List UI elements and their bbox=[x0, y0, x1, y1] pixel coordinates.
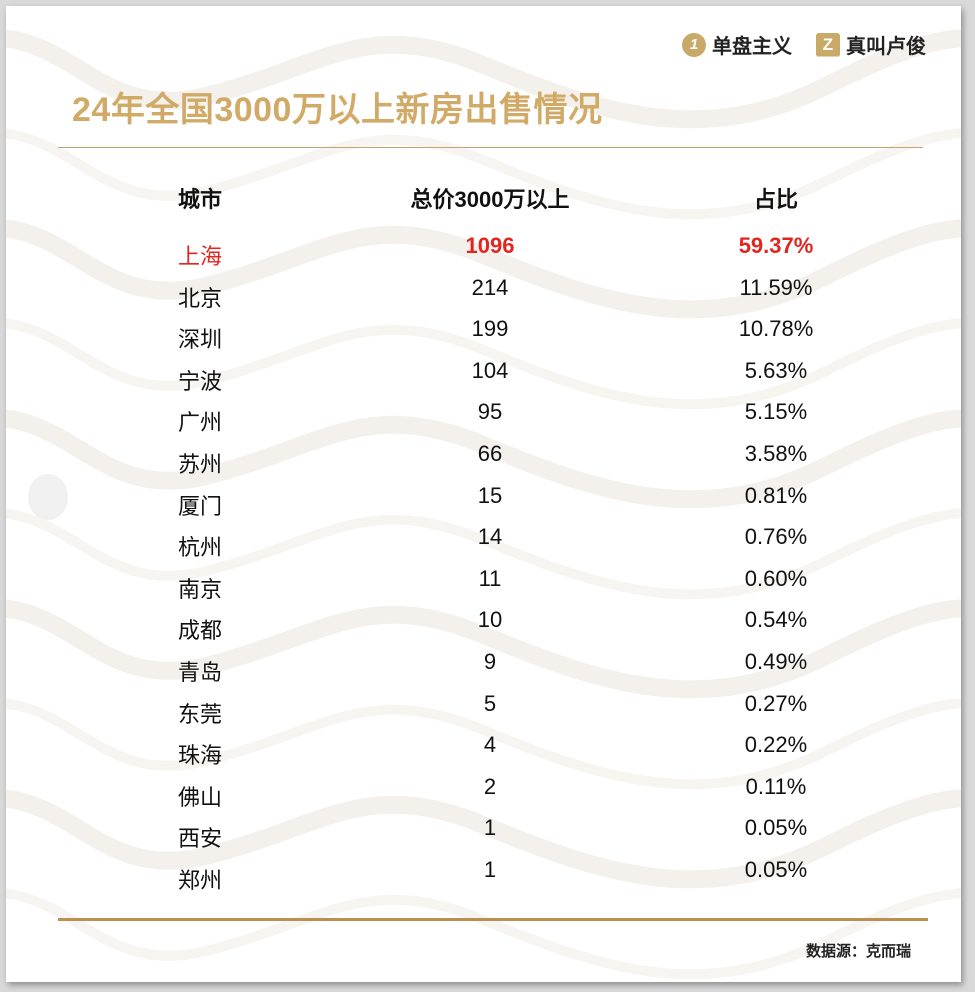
cell-city: 西安 bbox=[178, 827, 223, 853]
table-row: 南京 11 0.60% bbox=[6, 566, 961, 608]
cell-share: 5.63% bbox=[744, 357, 808, 383]
bottom-divider bbox=[58, 918, 928, 921]
cell-count: 10 bbox=[477, 607, 503, 633]
cell-share: 0.54% bbox=[744, 607, 808, 633]
cell-count: 4 bbox=[483, 732, 497, 758]
cell-share: 0.81% bbox=[744, 482, 808, 508]
cell-share: 0.11% bbox=[745, 773, 807, 799]
cell-city: 苏州 bbox=[178, 453, 223, 478]
table-row: 西安 1 0.05% bbox=[6, 815, 961, 857]
table-row: 郑州 1 0.05% bbox=[6, 857, 961, 899]
cell-city: 深圳 bbox=[178, 328, 223, 354]
brand-name: 单盘主义 bbox=[712, 36, 792, 58]
cell-city: 宁波 bbox=[178, 369, 223, 395]
cell-share: 59.37% bbox=[738, 233, 814, 258]
table-row: 北京 214 11.59% bbox=[6, 275, 961, 317]
table-row: 成都 10 0.54% bbox=[6, 607, 961, 649]
table-row: 深圳 199 10.78% bbox=[6, 316, 961, 358]
cell-count: 104 bbox=[471, 357, 509, 383]
cell-count: 1096 bbox=[465, 233, 515, 258]
drag-handle[interactable] bbox=[28, 474, 68, 520]
cell-city: 郑州 bbox=[178, 869, 223, 894]
brand-z-logo-icon: Z bbox=[816, 32, 840, 57]
cell-share: 0.05% bbox=[744, 815, 808, 841]
cell-count: 1 bbox=[483, 857, 497, 882]
table-row: 厦门 15 0.81% bbox=[6, 483, 961, 525]
brand-1-logo-icon: 1 bbox=[682, 32, 706, 57]
cell-city: 北京 bbox=[178, 286, 223, 312]
cell-city: 珠海 bbox=[178, 744, 223, 770]
cell-share: 0.76% bbox=[744, 524, 808, 550]
cell-share: 10.78% bbox=[738, 316, 814, 342]
cell-city: 广州 bbox=[178, 411, 223, 437]
cell-share: 5.15% bbox=[744, 399, 808, 425]
cell-share: 0.05% bbox=[744, 857, 808, 882]
cell-share: 11.59% bbox=[739, 274, 813, 300]
cell-count: 2 bbox=[483, 773, 497, 799]
cell-count: 199 bbox=[471, 316, 509, 342]
column-header-city: 城市 bbox=[178, 187, 223, 212]
table-row: 珠海 4 0.22% bbox=[6, 732, 961, 774]
cell-share: 0.60% bbox=[744, 565, 808, 591]
cell-city: 东莞 bbox=[178, 702, 223, 728]
table-row: 上海 1096 59.37% bbox=[6, 233, 961, 275]
cell-count: 14 bbox=[477, 524, 503, 550]
brand-zhenjiaolujun: Z 真叫卢俊 bbox=[816, 30, 926, 59]
table-row: 广州 95 5.15% bbox=[6, 399, 961, 441]
table-row: 佛山 2 0.11% bbox=[6, 774, 961, 816]
top-divider bbox=[58, 147, 923, 148]
table-row: 青岛 9 0.49% bbox=[6, 649, 961, 691]
data-source-note: 数据源：克而瑞 bbox=[805, 943, 911, 960]
table-row: 宁波 104 5.63% bbox=[6, 358, 961, 400]
cell-count: 95 bbox=[477, 399, 503, 425]
cell-count: 1 bbox=[483, 815, 497, 841]
page-title: 24年全国3000万以上新房出售情况 bbox=[72, 91, 603, 129]
cell-city: 南京 bbox=[178, 577, 223, 603]
cell-count: 214 bbox=[471, 274, 509, 300]
cell-city: 厦门 bbox=[178, 494, 223, 520]
cell-city: 上海 bbox=[178, 245, 223, 270]
cell-city: 青岛 bbox=[178, 661, 223, 686]
cell-share: 0.22% bbox=[744, 732, 808, 758]
column-header-share: 占比 bbox=[753, 187, 798, 212]
table-row: 苏州 66 3.58% bbox=[6, 441, 961, 483]
cell-city: 佛山 bbox=[178, 785, 223, 811]
table-row: 杭州 14 0.76% bbox=[6, 524, 961, 566]
wave-background-pattern bbox=[6, 29, 961, 980]
brand-name: 真叫卢俊 bbox=[846, 36, 926, 58]
cell-count: 66 bbox=[477, 441, 503, 466]
cell-share: 0.49% bbox=[744, 649, 808, 674]
cell-city: 成都 bbox=[178, 619, 223, 645]
table-row: 东莞 5 0.27% bbox=[6, 691, 961, 733]
cell-share: 3.58% bbox=[744, 441, 808, 466]
brand-danpanzhuyi: 1 单盘主义 bbox=[682, 30, 792, 59]
column-header-count: 总价3000万以上 bbox=[410, 187, 570, 212]
cell-count: 11 bbox=[478, 565, 502, 591]
cell-count: 15 bbox=[477, 482, 503, 508]
infographic-card: 1 单盘主义 Z 真叫卢俊 24年全国3000万以上新房出售情况 城市 总价30… bbox=[6, 6, 961, 982]
cell-city: 杭州 bbox=[178, 536, 223, 562]
cell-count: 9 bbox=[483, 649, 497, 674]
cell-count: 5 bbox=[483, 690, 497, 716]
cell-share: 0.27% bbox=[744, 690, 808, 716]
